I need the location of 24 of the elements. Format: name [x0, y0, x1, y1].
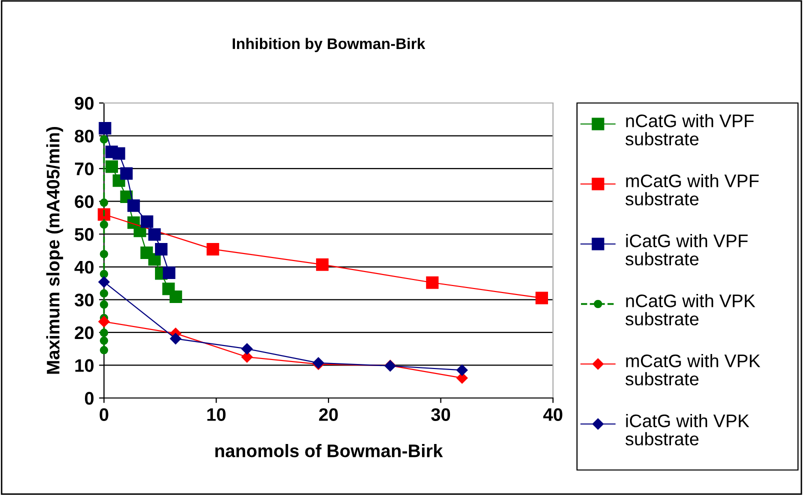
x-tick-label: 30 — [431, 408, 450, 422]
x-tick-label: 40 — [543, 408, 562, 421]
x-tick-label: 0 — [100, 408, 108, 421]
y-tick-label: 30 — [74, 294, 94, 306]
y-tick-label: 80 — [74, 130, 94, 142]
legend-label: iCatG with VPF substrate — [626, 234, 748, 266]
legend-label: mCatG with VPK substrate — [626, 354, 760, 386]
y-tick-label: 40 — [74, 260, 94, 274]
y-tick-label: 10 — [75, 359, 94, 372]
y-tick-label: 20 — [74, 326, 94, 340]
chart-title: Inhibition by Bowman-Birk — [232, 38, 426, 52]
y-tick-label: 50 — [74, 228, 94, 241]
y-tick-label: 90 — [74, 96, 94, 110]
x-tick-label: 10 — [207, 408, 226, 421]
y-tick-label: 0 — [84, 392, 94, 405]
x-tick-label: 20 — [319, 408, 338, 421]
legend-label: nCatG with VPF substrate — [626, 114, 754, 146]
y-tick-label: 60 — [74, 195, 94, 208]
y-tick-label: 70 — [74, 162, 94, 176]
legend-label: iCatG with VPK substrate — [626, 414, 750, 446]
y-axis-title: Maximum slope (mA405/min) — [46, 126, 64, 374]
legend-label: nCatG with VPK substrate — [626, 294, 756, 326]
legend-label: mCatG with VPF substrate — [626, 174, 759, 206]
x-axis-title: nanomols of Bowman-Birk — [215, 444, 443, 458]
